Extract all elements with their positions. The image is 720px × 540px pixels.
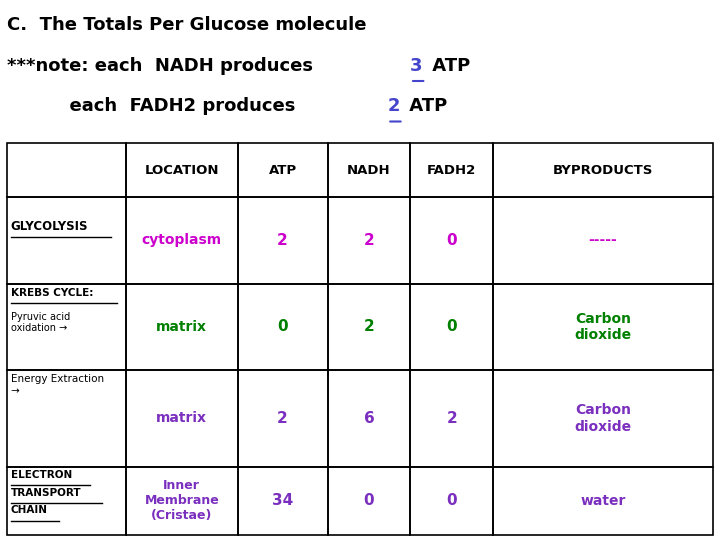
Text: each  FADH2 produces: each FADH2 produces <box>7 97 302 115</box>
Text: GLYCOLYSIS: GLYCOLYSIS <box>11 220 89 233</box>
Text: Energy Extraction
→: Energy Extraction → <box>11 374 104 396</box>
Text: C.  The Totals Per Glucose molecule: C. The Totals Per Glucose molecule <box>7 16 366 34</box>
Text: ATP: ATP <box>403 97 448 115</box>
Text: 0: 0 <box>446 233 457 248</box>
Text: ELECTRON: ELECTRON <box>11 470 72 480</box>
Text: 2: 2 <box>364 233 374 248</box>
Text: 2: 2 <box>277 411 288 426</box>
Text: LOCATION: LOCATION <box>145 164 219 177</box>
Text: 2: 2 <box>364 319 374 334</box>
Text: cytoplasm: cytoplasm <box>142 233 222 247</box>
Text: 0: 0 <box>446 319 457 334</box>
Text: KREBS CYCLE:: KREBS CYCLE: <box>11 288 93 298</box>
Text: -----: ----- <box>589 233 617 247</box>
Text: Inner
Membrane
(Cristae): Inner Membrane (Cristae) <box>145 480 219 522</box>
Text: ***note: each  NADH produces: ***note: each NADH produces <box>7 57 320 75</box>
Text: BYPRODUCTS: BYPRODUCTS <box>553 164 653 177</box>
Text: Carbon
dioxide: Carbon dioxide <box>575 312 631 342</box>
Text: 2: 2 <box>446 411 457 426</box>
Text: TRANSPORT: TRANSPORT <box>11 488 81 498</box>
Text: water: water <box>580 494 626 508</box>
Text: 6: 6 <box>364 411 374 426</box>
Text: matrix: matrix <box>156 320 207 334</box>
Text: CHAIN: CHAIN <box>11 505 48 516</box>
Text: matrix: matrix <box>156 411 207 426</box>
Text: ATP: ATP <box>426 57 470 75</box>
Text: 0: 0 <box>446 494 457 508</box>
Text: 3: 3 <box>410 57 423 75</box>
Text: 2: 2 <box>387 97 400 115</box>
Text: Carbon
dioxide: Carbon dioxide <box>575 403 631 434</box>
Text: 0: 0 <box>277 319 288 334</box>
Text: ATP: ATP <box>269 164 297 177</box>
Text: NADH: NADH <box>347 164 391 177</box>
Text: FADH2: FADH2 <box>427 164 477 177</box>
Text: 0: 0 <box>364 494 374 508</box>
Text: 34: 34 <box>272 494 293 508</box>
Text: 2: 2 <box>277 233 288 248</box>
Text: Pyruvic acid
oxidation →: Pyruvic acid oxidation → <box>11 312 70 333</box>
